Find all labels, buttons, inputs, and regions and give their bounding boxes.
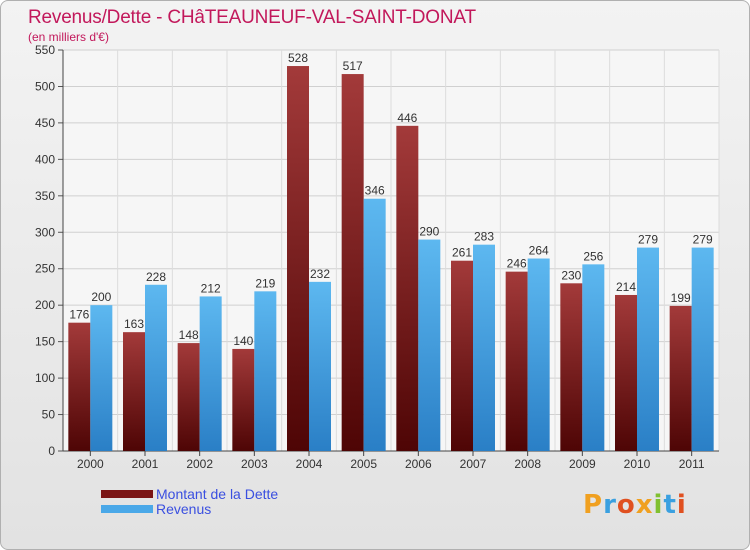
data-label-debt: 176 bbox=[69, 308, 89, 322]
y-tick-label: 50 bbox=[42, 408, 56, 422]
data-label-revenue: 290 bbox=[419, 225, 439, 239]
x-tick-label: 2009 bbox=[569, 457, 596, 471]
bar-revenue bbox=[691, 247, 714, 451]
x-tick-label: 2005 bbox=[350, 457, 377, 471]
legend-label-revenue: Revenus bbox=[156, 501, 212, 517]
data-label-revenue: 228 bbox=[146, 270, 166, 284]
bar-revenue bbox=[527, 258, 550, 451]
x-tick-label: 2000 bbox=[77, 457, 104, 471]
data-label-debt: 528 bbox=[288, 51, 308, 65]
bar-revenue bbox=[418, 239, 441, 451]
data-label-debt: 148 bbox=[179, 328, 199, 342]
data-label-debt: 246 bbox=[507, 257, 527, 271]
data-label-debt: 446 bbox=[397, 111, 417, 125]
proxiti-logo: Proxiti bbox=[583, 490, 687, 520]
x-tick-label: 2011 bbox=[679, 457, 705, 471]
y-tick-label: 0 bbox=[48, 444, 55, 458]
data-label-revenue: 279 bbox=[693, 233, 713, 247]
x-tick-label: 2007 bbox=[460, 457, 487, 471]
data-label-debt: 140 bbox=[233, 334, 253, 348]
y-tick-label: 200 bbox=[35, 298, 55, 312]
bar-debt bbox=[560, 283, 583, 451]
data-label-debt: 199 bbox=[671, 291, 691, 305]
bar-revenue bbox=[637, 247, 659, 451]
bar-revenue bbox=[473, 244, 495, 451]
data-label-debt: 214 bbox=[616, 280, 636, 294]
data-label-revenue: 219 bbox=[255, 276, 275, 290]
y-tick-label: 550 bbox=[35, 43, 55, 57]
bar-debt bbox=[396, 125, 419, 452]
legend-label-debt: Montant de la Dette bbox=[156, 486, 279, 502]
data-label-revenue: 264 bbox=[529, 244, 549, 258]
x-tick-label: 2004 bbox=[296, 457, 323, 471]
x-tick-label: 2006 bbox=[405, 457, 432, 471]
data-label-debt: 517 bbox=[343, 59, 363, 73]
bar-revenue bbox=[199, 296, 222, 451]
y-tick-label: 500 bbox=[35, 79, 55, 93]
bar-debt bbox=[341, 74, 364, 451]
data-label-debt: 163 bbox=[124, 317, 144, 331]
bar-debt bbox=[123, 332, 145, 451]
x-tick-label: 2010 bbox=[624, 457, 651, 471]
chart-title: Revenus/Dette - CHâTEAUNEUF-VAL-SAINT-DO… bbox=[28, 7, 476, 28]
bar-debt bbox=[669, 305, 692, 451]
legend-swatch-revenue bbox=[101, 505, 153, 513]
y-tick-label: 100 bbox=[35, 371, 55, 385]
bar-debt bbox=[177, 343, 200, 451]
data-label-revenue: 279 bbox=[638, 233, 658, 247]
x-tick-label: 2001 bbox=[132, 457, 159, 471]
data-label-revenue: 256 bbox=[583, 249, 603, 263]
y-tick-label: 300 bbox=[35, 225, 55, 239]
bar-debt bbox=[232, 348, 255, 451]
data-label-debt: 261 bbox=[452, 246, 472, 260]
y-tick-label: 250 bbox=[35, 262, 55, 276]
bar-debt bbox=[615, 294, 637, 451]
bar-revenue bbox=[582, 264, 605, 451]
bar-debt bbox=[68, 322, 91, 451]
bar-revenue bbox=[363, 198, 386, 451]
data-label-revenue: 200 bbox=[91, 290, 111, 304]
x-tick-label: 2003 bbox=[241, 457, 268, 471]
bar-revenue bbox=[145, 284, 167, 451]
x-tick-label: 2008 bbox=[514, 457, 541, 471]
y-tick-label: 400 bbox=[35, 152, 55, 166]
y-tick-label: 150 bbox=[35, 335, 55, 349]
y-tick-label: 450 bbox=[35, 116, 55, 130]
bar-revenue bbox=[254, 291, 277, 451]
bar-debt bbox=[287, 66, 309, 451]
bar-debt bbox=[505, 271, 528, 451]
data-label-debt: 230 bbox=[561, 268, 581, 282]
chart-subtitle: (en milliers d'€) bbox=[28, 30, 109, 44]
bar-debt bbox=[451, 260, 473, 451]
legend-swatch-debt bbox=[101, 490, 153, 498]
data-label-revenue: 283 bbox=[474, 230, 494, 244]
data-label-revenue: 212 bbox=[201, 281, 221, 295]
bar-revenue bbox=[309, 281, 331, 451]
x-tick-label: 2002 bbox=[186, 457, 213, 471]
data-label-revenue: 346 bbox=[365, 184, 385, 198]
data-label-revenue: 232 bbox=[310, 267, 330, 281]
y-tick-label: 350 bbox=[35, 189, 55, 203]
bar-revenue bbox=[90, 305, 113, 451]
